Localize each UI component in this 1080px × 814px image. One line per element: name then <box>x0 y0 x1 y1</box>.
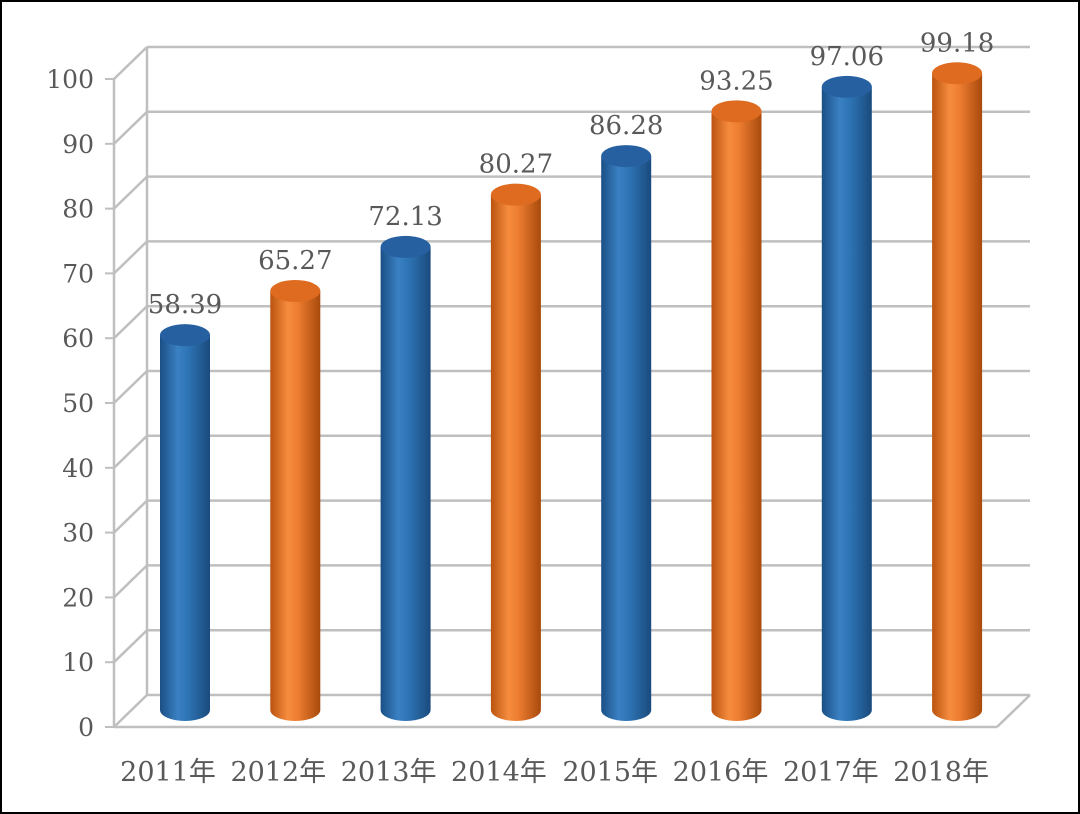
bar-top <box>932 62 983 85</box>
data-label: 80.27 <box>479 150 553 180</box>
bar-2018年 <box>932 62 983 722</box>
x-tick-label: 2012年 <box>230 757 326 788</box>
gridline-depth <box>113 564 148 599</box>
bar-body <box>270 290 321 722</box>
bar-2017年 <box>821 75 872 722</box>
data-label: 97.06 <box>810 42 884 72</box>
x-tick-label: 2013年 <box>341 757 437 788</box>
gridline-depth <box>113 499 148 534</box>
x-tick-label: 2018年 <box>893 757 989 788</box>
bar-body <box>711 111 762 722</box>
bar-body <box>601 156 652 722</box>
bar-body <box>490 194 541 721</box>
gridline-depth <box>113 240 148 275</box>
y-tick-label: 0 <box>78 713 94 742</box>
y-tick-label: 60 <box>62 324 94 353</box>
y-tick-label: 10 <box>62 648 94 677</box>
bar-body <box>380 246 431 721</box>
bar-2016年 <box>711 100 762 722</box>
gridline-depth <box>113 370 148 404</box>
x-tick-label: 2017年 <box>783 757 879 788</box>
data-label: 93.25 <box>699 66 773 96</box>
gridline-depth <box>113 434 148 469</box>
y-tick-label: 50 <box>62 389 94 418</box>
data-label: 99.18 <box>920 28 994 58</box>
gridline-depth <box>113 110 148 145</box>
bar-body <box>932 73 983 722</box>
floor-right-edge <box>996 694 1031 728</box>
y-tick-label: 20 <box>62 583 94 612</box>
y-tick-label: 90 <box>62 130 94 159</box>
bar-2012年 <box>270 279 321 722</box>
bar-top <box>160 324 210 347</box>
gridline-depth <box>113 305 148 340</box>
bar-2011年 <box>160 324 210 721</box>
data-label: 72.13 <box>368 202 442 232</box>
y-tick-label: 70 <box>62 259 94 288</box>
bar-top <box>380 235 431 258</box>
y-tick-label: 80 <box>62 195 94 224</box>
gridline-depth <box>113 629 148 664</box>
data-label: 86.28 <box>589 111 663 141</box>
y-tick-label: 30 <box>62 519 94 548</box>
gridline-depth <box>113 175 148 210</box>
x-tick-label: 2011年 <box>120 757 216 788</box>
bar-2015年 <box>601 145 652 722</box>
gridline-depth <box>113 694 148 728</box>
bar-top <box>270 279 321 302</box>
y-tick-label: 40 <box>62 454 94 483</box>
bar-2014年 <box>490 183 541 721</box>
x-tick-label: 2014年 <box>451 757 547 788</box>
bar-top <box>821 75 872 98</box>
y-tick-label: 100 <box>46 65 94 94</box>
bar-top <box>601 145 652 168</box>
bar-2013年 <box>380 235 431 721</box>
bar-top <box>490 183 541 206</box>
bar-body <box>821 86 872 722</box>
x-tick-label: 2016年 <box>673 757 769 788</box>
bar-top <box>711 100 762 123</box>
data-label: 58.39 <box>148 290 222 320</box>
gridline-depth <box>113 46 148 80</box>
x-tick-label: 2015年 <box>562 757 658 788</box>
data-label: 65.27 <box>258 246 332 276</box>
bar-body <box>160 335 210 721</box>
